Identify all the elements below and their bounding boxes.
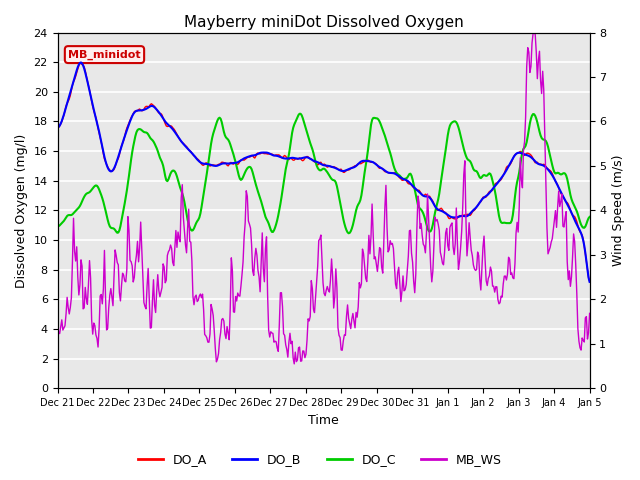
X-axis label: Time: Time: [308, 414, 339, 427]
Legend: DO_A, DO_B, DO_C, MB_WS: DO_A, DO_B, DO_C, MB_WS: [133, 448, 507, 471]
Y-axis label: Wind Speed (m/s): Wind Speed (m/s): [612, 155, 625, 266]
Text: MB_minidot: MB_minidot: [68, 49, 141, 60]
Title: Mayberry miniDot Dissolved Oxygen: Mayberry miniDot Dissolved Oxygen: [184, 15, 463, 30]
Y-axis label: Dissolved Oxygen (mg/l): Dissolved Oxygen (mg/l): [15, 133, 28, 288]
